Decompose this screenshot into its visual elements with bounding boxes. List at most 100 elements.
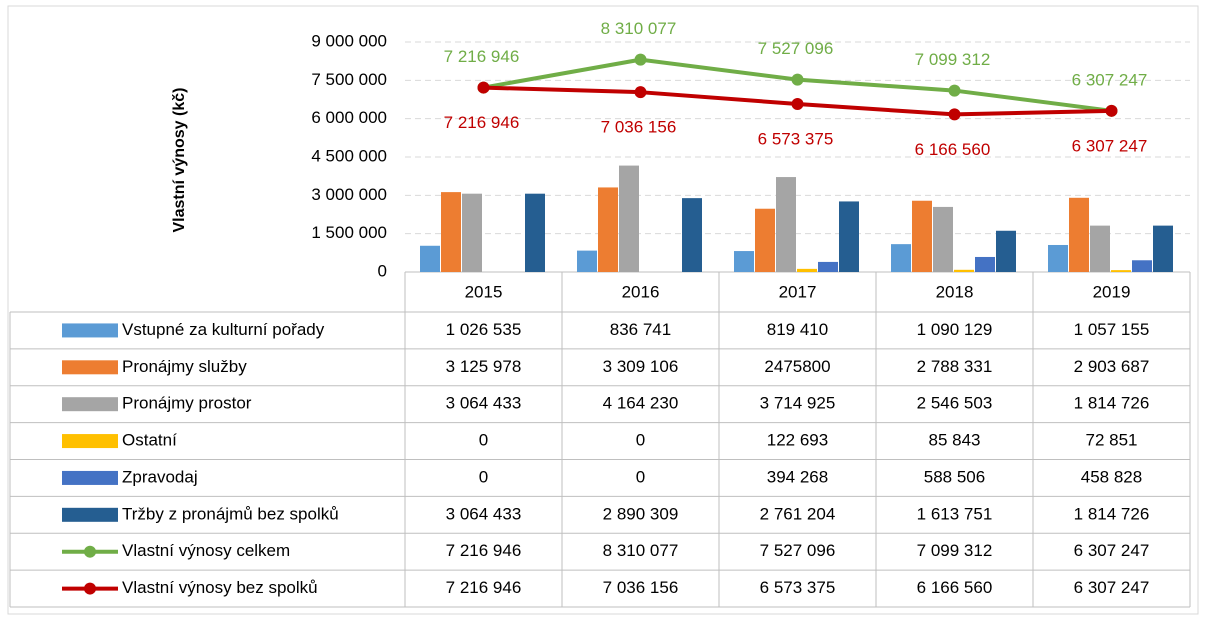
x-tick-label: 2016 (622, 282, 660, 301)
table-cell: 0 (636, 467, 645, 486)
data-label: 6 166 560 (915, 140, 991, 159)
data-label: 7 036 156 (601, 118, 677, 137)
table-cell: 1 814 726 (1074, 504, 1150, 523)
y-tick-label: 4 500 000 (311, 146, 387, 165)
marker (634, 86, 647, 99)
bar (598, 187, 618, 272)
table-cell: 7 527 096 (760, 541, 836, 560)
data-label: 7 216 946 (444, 47, 520, 66)
table-cell: 1 613 751 (917, 504, 993, 523)
bar (682, 198, 702, 272)
bar (891, 244, 911, 272)
table-cell: 1 090 129 (917, 320, 993, 339)
y-tick-label: 9 000 000 (311, 31, 387, 50)
table-cell: 3 309 106 (603, 357, 679, 376)
bar (734, 251, 754, 272)
marker (477, 81, 490, 94)
table-cell: 3 125 978 (446, 357, 522, 376)
legend-label: Tržby z pronájmů bez spolků (122, 504, 339, 523)
legend-label: Zpravodaj (122, 467, 198, 486)
bar (912, 200, 932, 272)
table-cell: 819 410 (767, 320, 828, 339)
bar (462, 193, 482, 272)
bar (420, 245, 440, 272)
marker (791, 98, 804, 111)
bar (1069, 197, 1089, 272)
bar (1048, 244, 1068, 272)
bar (525, 193, 545, 272)
table-cell: 6 307 247 (1074, 541, 1150, 560)
bar (755, 208, 775, 272)
legend-label: Vlastní výnosy bez spolků (122, 578, 318, 597)
x-tick-label: 2015 (465, 282, 503, 301)
bar (1111, 270, 1131, 272)
table-cell: 6 166 560 (917, 578, 993, 597)
table-cell: 2475800 (764, 357, 830, 376)
legend-key (84, 545, 96, 558)
bar (577, 250, 597, 272)
table-cell: 6 307 247 (1074, 578, 1150, 597)
legend-label: Vstupné za kulturní pořady (122, 320, 325, 339)
legend-label: Pronájmy služby (122, 357, 247, 376)
legend-key (84, 582, 96, 595)
data-label: 7 099 312 (915, 50, 991, 69)
bar (839, 201, 859, 272)
marker (791, 73, 804, 86)
table-cell: 3 714 925 (760, 394, 836, 413)
table-cell: 0 (479, 431, 488, 450)
legend-key (62, 434, 118, 449)
marker (1105, 104, 1118, 117)
table-cell: 2 788 331 (917, 357, 993, 376)
legend-key (62, 507, 118, 522)
marker (634, 53, 647, 66)
y-tick-label: 0 (378, 261, 387, 280)
data-label: 6 307 247 (1072, 136, 1148, 155)
bar (1090, 225, 1110, 272)
bar (975, 256, 995, 272)
marker (948, 108, 961, 121)
y-tick-label: 6 000 000 (311, 108, 387, 127)
table-cell: 8 310 077 (603, 541, 679, 560)
table-cell: 6 573 375 (760, 578, 836, 597)
x-tick-label: 2018 (936, 282, 974, 301)
table-cell: 122 693 (767, 431, 828, 450)
table-cell: 0 (636, 431, 645, 450)
legend-label: Ostatní (122, 431, 177, 450)
data-label: 8 310 077 (601, 19, 677, 38)
table-cell: 458 828 (1081, 467, 1142, 486)
table-cell: 2 546 503 (917, 394, 993, 413)
bar (1153, 225, 1173, 272)
legend-key (62, 323, 118, 338)
table-cell: 0 (479, 467, 488, 486)
table-cell: 2 761 204 (760, 504, 836, 523)
bar (818, 261, 838, 272)
table-cell: 3 064 433 (446, 504, 522, 523)
data-label: 7 216 946 (444, 113, 520, 132)
data-label: 7 527 096 (758, 39, 834, 58)
table-cell: 1 814 726 (1074, 394, 1150, 413)
legend-key (62, 397, 118, 412)
bar (776, 177, 796, 272)
bar (797, 268, 817, 272)
x-tick-label: 2017 (779, 282, 817, 301)
y-tick-label: 1 500 000 (311, 223, 387, 242)
table-cell: 3 064 433 (446, 394, 522, 413)
table-cell: 836 741 (610, 320, 671, 339)
legend-label: Pronájmy prostor (122, 394, 252, 413)
bar (619, 165, 639, 272)
legend-label: Vlastní výnosy celkem (122, 541, 290, 560)
y-tick-label: 3 000 000 (311, 185, 387, 204)
y-tick-label: 7 500 000 (311, 70, 387, 89)
bar (1132, 260, 1152, 272)
table-cell: 7 099 312 (917, 541, 993, 560)
table-cell: 72 851 (1086, 431, 1138, 450)
data-label: 6 307 247 (1072, 70, 1148, 89)
bar (933, 206, 953, 272)
bar (954, 269, 974, 272)
table-cell: 7 036 156 (603, 578, 679, 597)
data-label: 6 573 375 (758, 129, 834, 148)
table-cell: 2 903 687 (1074, 357, 1150, 376)
marker (948, 84, 961, 97)
table-cell: 7 216 946 (446, 541, 522, 560)
